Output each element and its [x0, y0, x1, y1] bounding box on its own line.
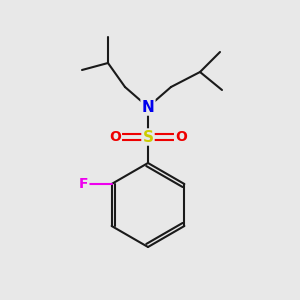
Text: N: N [142, 100, 154, 115]
Text: O: O [109, 130, 121, 144]
Text: F: F [79, 177, 88, 191]
Text: O: O [175, 130, 187, 144]
Text: S: S [142, 130, 154, 145]
